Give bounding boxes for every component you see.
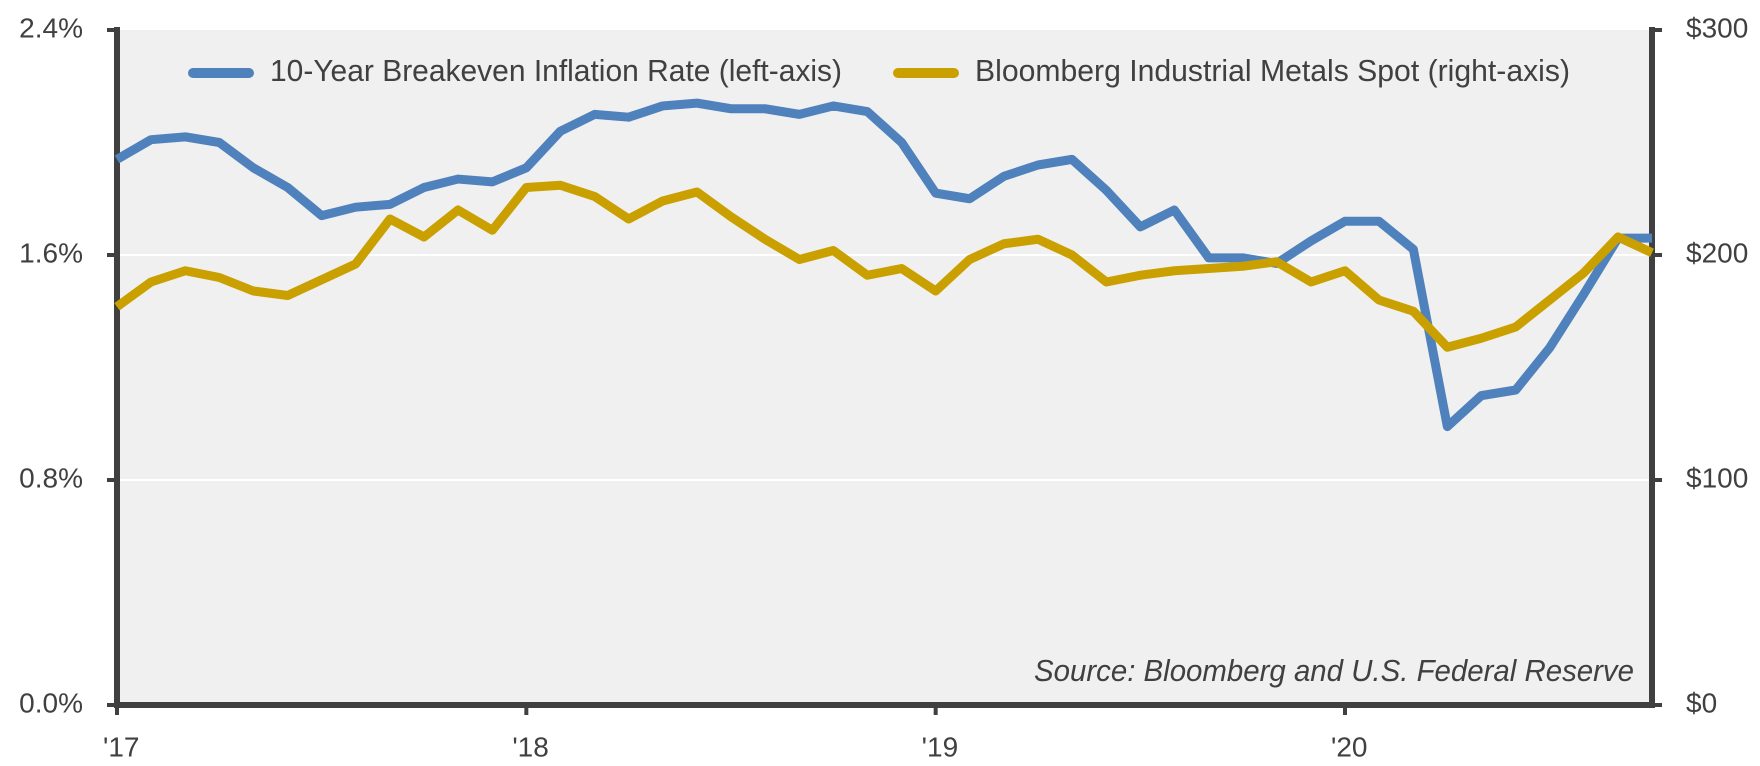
y-tick-label: 0.0% — [19, 687, 83, 718]
x-tick-label: '17 — [103, 731, 140, 762]
y2-tick-label: $100 — [1686, 462, 1748, 493]
x-tick-label: '18 — [512, 731, 549, 762]
series-line — [114, 180, 1654, 352]
legend-label: 10-Year Breakeven Inflation Rate (left-a… — [270, 53, 842, 88]
y-tick-label: 0.8% — [19, 462, 83, 493]
x-tick-label: '19 — [922, 731, 959, 762]
y2-tick-label: $0 — [1686, 687, 1717, 718]
series-line — [114, 98, 1652, 432]
x-tick-label: '20 — [1331, 731, 1368, 762]
y-tick-label: 1.6% — [19, 237, 83, 268]
y2-tick-label: $300 — [1686, 12, 1748, 43]
y2-tick-label: $200 — [1686, 237, 1748, 268]
y-tick-label: 2.4% — [19, 12, 83, 43]
plot-area — [117, 30, 1652, 705]
legend-label: Bloomberg Industrial Metals Spot (right-… — [975, 53, 1570, 88]
source-note: Source: Bloomberg and U.S. Federal Reser… — [1034, 653, 1634, 688]
